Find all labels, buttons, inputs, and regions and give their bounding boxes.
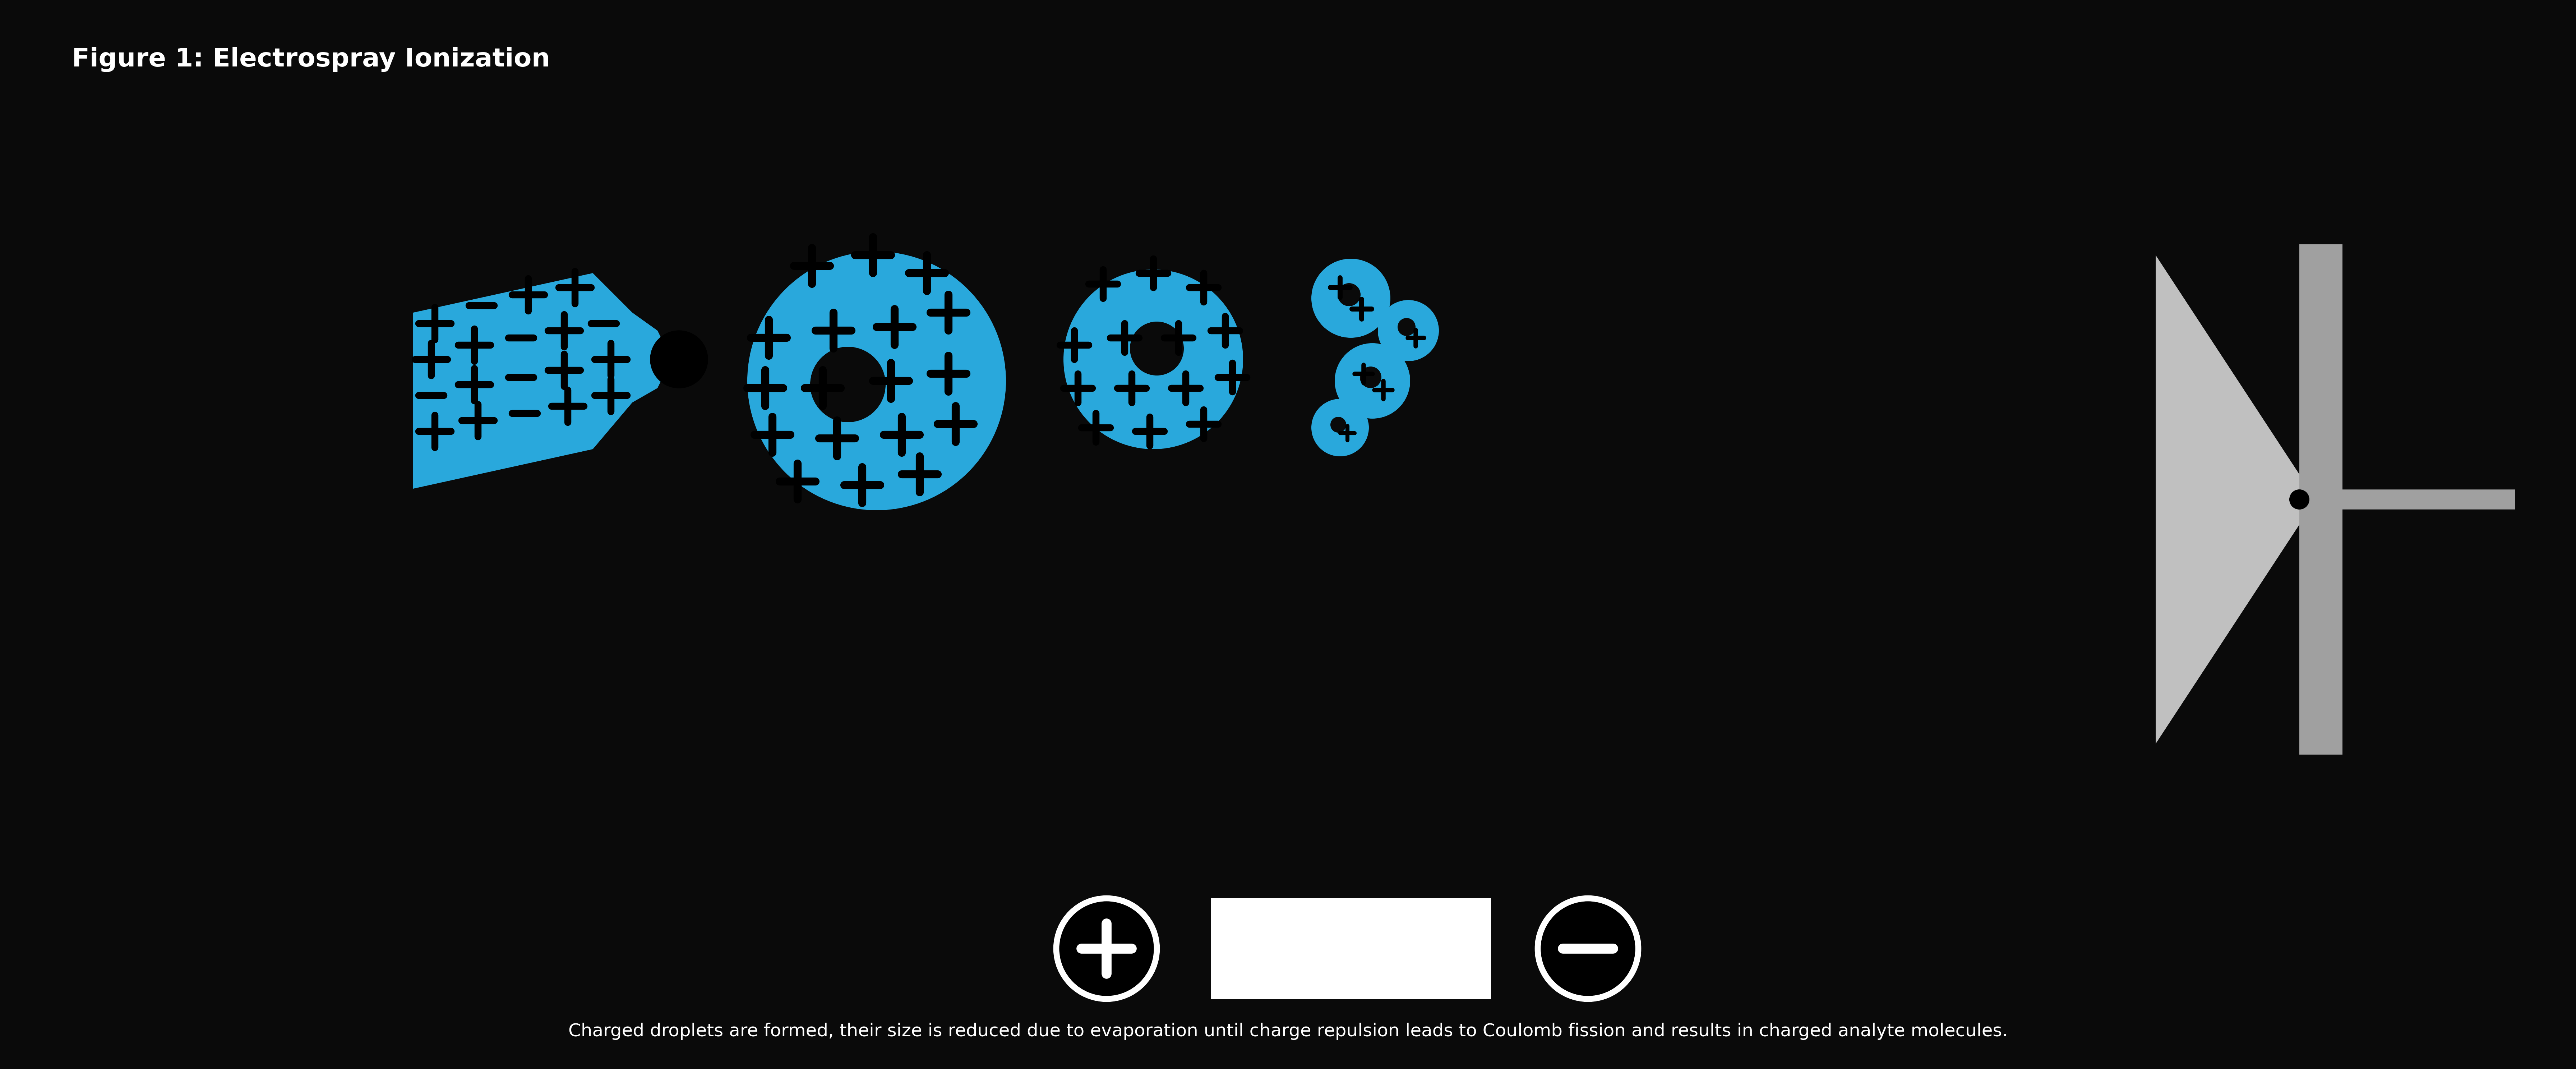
Circle shape (1064, 269, 1242, 449)
Circle shape (1329, 417, 1347, 433)
Circle shape (747, 251, 1005, 510)
Circle shape (1396, 317, 1414, 336)
Circle shape (1538, 898, 1638, 998)
Circle shape (649, 330, 708, 388)
Circle shape (1311, 399, 1368, 456)
Polygon shape (1211, 898, 1492, 998)
Text: Charged droplets are formed, their size is reduced due to evaporation until char: Charged droplets are formed, their size … (569, 1023, 2007, 1040)
Circle shape (1334, 343, 1409, 419)
Circle shape (1360, 367, 1381, 388)
Polygon shape (631, 312, 672, 402)
Circle shape (1337, 283, 1360, 306)
Text: Figure 1: Electrospray Ionization: Figure 1: Electrospray Ionization (72, 47, 549, 72)
Circle shape (1311, 259, 1391, 338)
Polygon shape (2156, 255, 2298, 744)
Circle shape (1378, 300, 1437, 361)
Polygon shape (2298, 245, 2342, 755)
Circle shape (1131, 322, 1182, 375)
Circle shape (809, 346, 886, 422)
Circle shape (2290, 490, 2308, 510)
Circle shape (1056, 898, 1157, 998)
Polygon shape (412, 273, 639, 489)
